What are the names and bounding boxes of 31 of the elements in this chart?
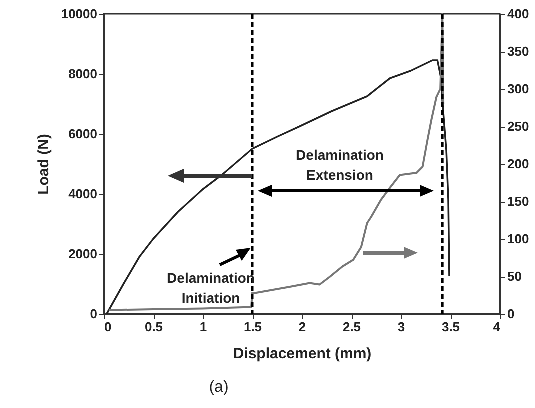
y2-tick-label: 350 bbox=[508, 44, 530, 59]
y2-tick-label: 0 bbox=[508, 306, 515, 322]
y-axis-title: Load (N) bbox=[35, 134, 52, 195]
annotation: Delamination Extension bbox=[296, 147, 384, 183]
x-tick-label: 0.5 bbox=[144, 320, 164, 334]
y2-tick-label: 150 bbox=[508, 194, 530, 209]
line-series bbox=[108, 13, 445, 312]
x-tick-label: 3.5 bbox=[442, 320, 460, 334]
y-tick-label: 10000 bbox=[61, 6, 98, 22]
y2-tick-label: 200 bbox=[508, 156, 530, 172]
line-series bbox=[106, 60, 450, 315]
y-tick-label: 4000 bbox=[68, 186, 98, 202]
x-tick-label: 1.5 bbox=[244, 320, 262, 334]
y-tick-label: 6000 bbox=[68, 126, 98, 142]
x-tick-label: 0 bbox=[104, 320, 112, 334]
y-tick-label: 2000 bbox=[68, 246, 98, 262]
y2-tick-label: 300 bbox=[508, 82, 530, 96]
x-tick-label: 2 bbox=[298, 320, 306, 334]
x-axis-title: Displacement (mm) bbox=[233, 346, 372, 362]
text: (a) bbox=[209, 379, 229, 396]
y-tick-label: 8000 bbox=[68, 66, 98, 82]
x-tick-label: 2.5 bbox=[342, 320, 362, 334]
y2-tick-label: 50 bbox=[508, 269, 522, 284]
annotation: Delamination Initiation bbox=[167, 270, 255, 306]
x-tick-label: 4 bbox=[493, 320, 502, 334]
y2-tick-label: 400 bbox=[508, 6, 530, 22]
y-tick-label: 0 bbox=[90, 306, 98, 322]
x-tick-label: 1 bbox=[200, 320, 208, 334]
x-tick-label: 3 bbox=[398, 320, 406, 334]
y2-tick-label: 100 bbox=[508, 232, 530, 246]
y2-tick-label: 250 bbox=[508, 119, 530, 134]
